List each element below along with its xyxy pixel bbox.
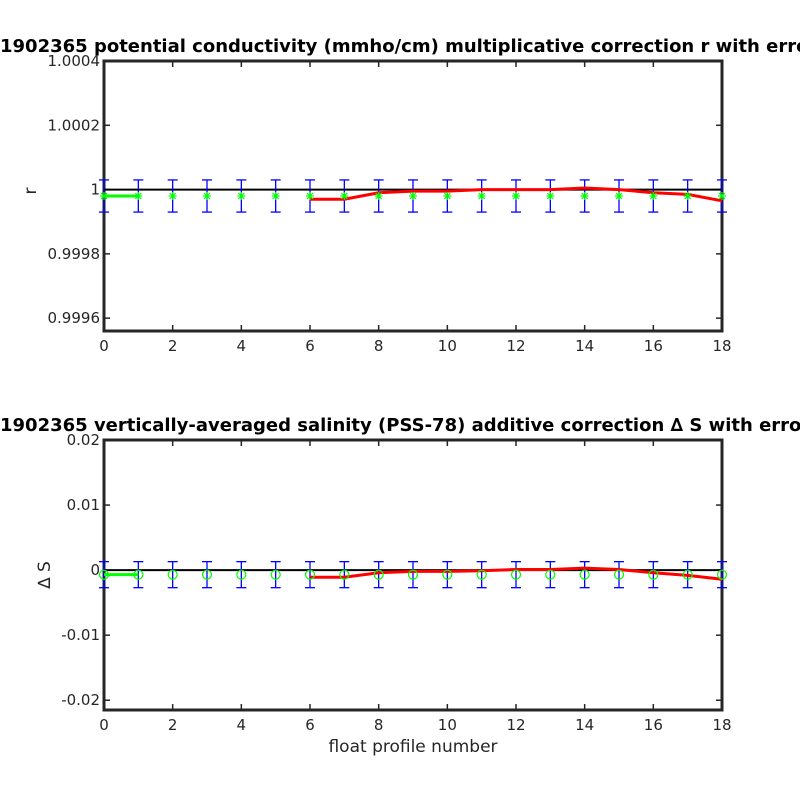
- data-point-conductivity: [237, 192, 246, 200]
- data-point-salinity: [613, 569, 625, 580]
- x-tick-label-salinity: 18: [712, 716, 731, 734]
- data-point-conductivity: [271, 192, 280, 200]
- x-tick-label-conductivity: 8: [374, 337, 384, 355]
- y-tick-label-conductivity: 1: [90, 181, 100, 199]
- data-point-salinity: [545, 569, 556, 580]
- data-point-salinity: [236, 569, 247, 580]
- y-tick-label-salinity: 0.02: [67, 431, 100, 449]
- x-tick-label-salinity: 4: [237, 716, 247, 734]
- data-point-conductivity: [477, 192, 486, 200]
- error-bar-salinity: [202, 561, 212, 589]
- x-tick-label-conductivity: 18: [712, 337, 731, 355]
- chart-conductivity-correction: 1902365 potential conductivity (mmho/cm)…: [0, 36, 800, 355]
- x-tick-label-salinity: 10: [438, 716, 457, 734]
- data-point-conductivity: [203, 192, 211, 200]
- data-point-salinity: [682, 569, 693, 580]
- data-point-conductivity: [683, 192, 692, 200]
- y-axis-label-salinity: ∆ S: [35, 561, 55, 590]
- data-point-conductivity: [615, 192, 623, 200]
- y-tick-label-conductivity: 1.0004: [48, 52, 101, 70]
- data-point-conductivity: [168, 192, 177, 200]
- data-point-conductivity: [340, 192, 349, 200]
- error-bar-salinity: [408, 561, 418, 589]
- chart-title-salinity: 1902365 vertically-averaged salinity (PS…: [0, 415, 800, 436]
- y-tick-label-salinity: 0: [90, 561, 100, 579]
- y-tick-label-salinity: -0.01: [61, 626, 100, 644]
- error-bar-salinity: [579, 561, 590, 589]
- data-point-conductivity: [718, 192, 726, 200]
- x-tick-label-salinity: 8: [374, 716, 384, 734]
- error-bar-salinity: [511, 561, 521, 589]
- error-bar-salinity: [270, 561, 281, 589]
- error-bar-salinity: [305, 561, 315, 589]
- y-axis-label-conductivity: r: [21, 188, 41, 195]
- data-point-conductivity: [306, 192, 314, 200]
- data-point-salinity: [510, 569, 522, 580]
- x-tick-label-conductivity: 4: [237, 337, 247, 355]
- plot-content-salinity: 0 2 4 6 8 10 12 14 16 18 -0.02 -0.01 0 0.01 0.02: [61, 431, 731, 734]
- data-point-conductivity: [134, 192, 143, 200]
- correction-line-salinity: [310, 566, 723, 581]
- data-point-salinity: [270, 569, 281, 580]
- data-point-conductivity: [374, 192, 383, 200]
- plot-content-conductivity: 0 2 4 6 8 10 12 14 16 18 0.9996 0.9998 1 1.0002 1.0004: [48, 52, 732, 355]
- y-tick-label-conductivity: 0.9996: [48, 309, 101, 327]
- x-tick-label-salinity: 6: [305, 716, 315, 734]
- error-bar-salinity: [545, 561, 556, 589]
- data-point-salinity: [98, 569, 110, 580]
- data-point-salinity: [442, 569, 453, 580]
- data-point-salinity: [304, 569, 316, 580]
- data-point-conductivity: [580, 192, 589, 200]
- error-bar-salinity: [373, 561, 384, 589]
- data-point-salinity: [716, 569, 728, 580]
- y-tick-label-salinity: -0.02: [61, 691, 100, 709]
- error-bar-salinity: [339, 561, 350, 589]
- x-tick-label-salinity: 2: [168, 716, 178, 734]
- error-bar-salinity: [648, 561, 659, 589]
- data-point-salinity: [579, 569, 590, 580]
- data-point-salinity: [133, 569, 144, 580]
- x-tick-label-conductivity: 14: [575, 337, 594, 355]
- chart-title-conductivity: 1902365 potential conductivity (mmho/cm)…: [0, 36, 800, 57]
- data-point-salinity: [476, 569, 487, 580]
- y-tick-label-conductivity: 0.9998: [48, 245, 101, 263]
- x-tick-label-conductivity: 0: [99, 337, 109, 355]
- x-tick-label-salinity: 12: [506, 716, 525, 734]
- data-point-conductivity: [100, 192, 108, 200]
- data-point-salinity: [167, 569, 178, 580]
- error-bar-salinity: [442, 561, 453, 589]
- error-bar-salinity: [167, 561, 178, 589]
- y-tick-label-conductivity: 1.0002: [48, 116, 101, 134]
- data-point-salinity: [373, 569, 384, 580]
- error-bar-salinity: [236, 561, 247, 589]
- x-axis-label-salinity: float profile number: [328, 737, 497, 757]
- error-bar-salinity: [476, 561, 487, 589]
- x-tick-label-conductivity: 10: [438, 337, 457, 355]
- data-point-salinity: [201, 569, 213, 580]
- data-point-conductivity: [512, 192, 520, 200]
- data-point-salinity: [339, 569, 350, 580]
- x-tick-label-conductivity: 2: [168, 337, 178, 355]
- x-tick-label-salinity: 14: [575, 716, 594, 734]
- data-point-conductivity: [409, 192, 417, 200]
- y-tick-label-salinity: 0.01: [67, 496, 100, 514]
- data-point-conductivity: [443, 192, 452, 200]
- x-tick-label-salinity: 0: [99, 716, 109, 734]
- data-point-conductivity: [546, 192, 555, 200]
- data-point-salinity: [648, 569, 659, 580]
- x-tick-label-conductivity: 12: [506, 337, 525, 355]
- chart-salinity-correction: 1902365 vertically-averaged salinity (PS…: [0, 415, 800, 757]
- error-bar-salinity: [717, 561, 727, 589]
- data-point-salinity: [407, 569, 419, 580]
- x-tick-label-salinity: 16: [644, 716, 663, 734]
- data-point-conductivity: [649, 192, 658, 200]
- x-tick-label-conductivity: 6: [305, 337, 315, 355]
- x-tick-label-conductivity: 16: [644, 337, 663, 355]
- error-bar-salinity: [614, 561, 624, 589]
